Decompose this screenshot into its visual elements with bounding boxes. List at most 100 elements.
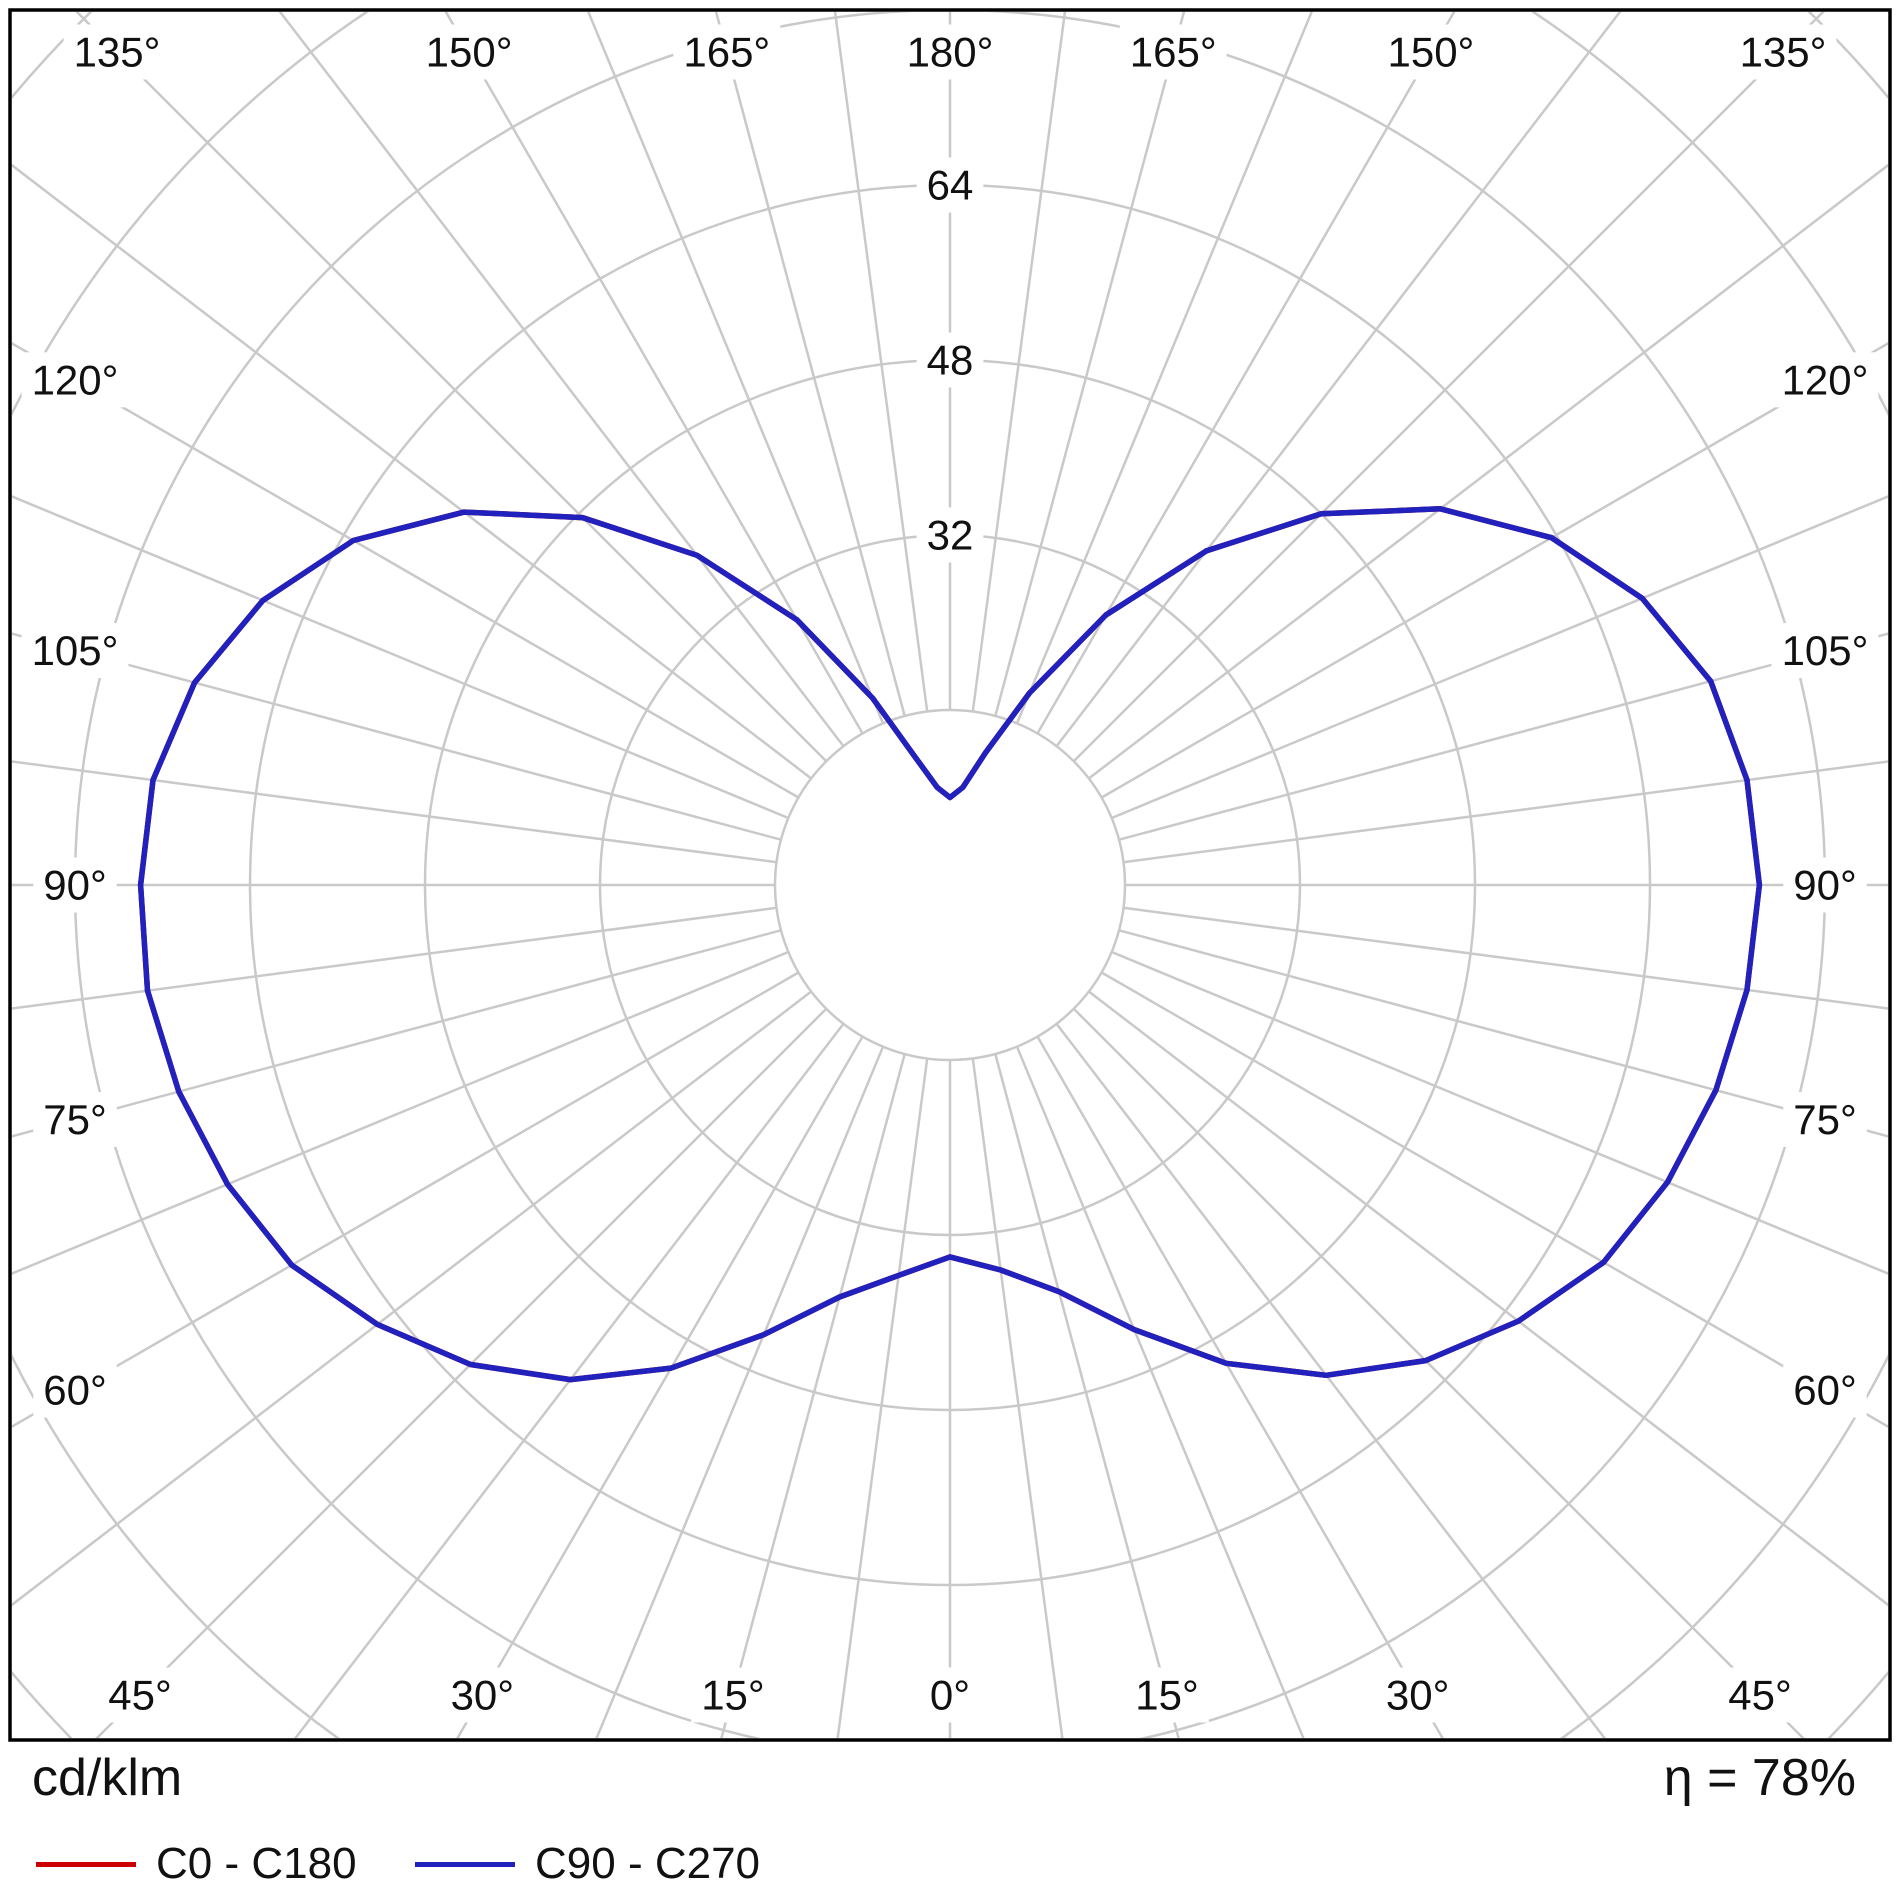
angle-label: 165°: [683, 29, 770, 76]
angle-label: 165°: [1130, 29, 1217, 76]
polar-spoke: [587, 12, 885, 724]
angle-label-bg: [1125, 1667, 1209, 1723]
polar-spoke: [1036, 12, 1456, 735]
ring-label-bg: [916, 332, 984, 388]
legend-item-c90-c270: C90 - C270: [415, 1838, 760, 1890]
polar-spoke: [12, 495, 789, 820]
angle-label: 135°: [1740, 29, 1827, 76]
angle-label-bg: [1375, 1667, 1460, 1723]
ring-label-bg: [916, 507, 984, 563]
polar-spoke: [293, 1023, 845, 1738]
polar-spoke: [994, 1053, 1180, 1738]
angle-label-bg: [33, 857, 117, 913]
angle-label: 30°: [451, 1672, 515, 1719]
angle-label: 0°: [930, 1672, 970, 1719]
angle-label: 45°: [1728, 1672, 1792, 1719]
c90-c270-curve: [137, 506, 1763, 1383]
angle-label: 150°: [1387, 29, 1474, 76]
polar-spoke: [1088, 990, 1888, 1607]
polar-spoke: [595, 1046, 885, 1738]
angle-label: 120°: [1782, 356, 1869, 403]
polar-spoke: [1100, 971, 1888, 1429]
ring-label: 32: [927, 512, 974, 559]
curves: [137, 506, 1763, 1383]
polar-spoke: [12, 906, 777, 1010]
legend-item-c0-c180: C0 - C180: [36, 1838, 357, 1890]
polar-spoke: [456, 1035, 864, 1738]
angle-label: 75°: [43, 1096, 107, 1143]
polar-spoke: [12, 341, 800, 799]
legend-label-c0-c180: C0 - C180: [156, 1839, 357, 1888]
polar-spoke: [720, 1053, 906, 1738]
angle-label-bg: [1718, 1667, 1802, 1723]
angle-label-bg: [33, 1091, 117, 1147]
polar-spoke: [714, 12, 906, 717]
angle-label-bg: [21, 623, 129, 679]
angle-label-bg: [1771, 352, 1879, 408]
polar-spoke: [1055, 12, 1622, 747]
angle-label: 60°: [1793, 1367, 1857, 1414]
polar-ring: [773, 708, 1127, 1062]
polar-spoke: [1118, 632, 1888, 841]
polar-spoke: [278, 12, 845, 747]
angle-label-bg: [1783, 1091, 1867, 1147]
polar-spoke: [12, 929, 782, 1138]
angle-label: 150°: [426, 29, 513, 76]
angle-label-bg: [919, 1667, 981, 1723]
ring-label: 48: [927, 337, 974, 384]
angle-label-bg: [21, 352, 129, 408]
angle-label-bg: [1119, 24, 1227, 80]
polar-spoke: [95, 1007, 828, 1738]
polar-spoke: [12, 760, 777, 864]
polar-spoke: [1123, 760, 1888, 864]
angle-label: 120°: [32, 356, 119, 403]
angle-label-bg: [1377, 24, 1485, 80]
polar-spoke: [1111, 950, 1888, 1275]
angle-label-bg: [1729, 24, 1837, 80]
polar-spoke: [1015, 1046, 1305, 1738]
polar-spoke: [444, 12, 864, 735]
polar-spoke: [1088, 163, 1888, 780]
polar-spoke: [1123, 906, 1888, 1010]
angle-label-bg: [691, 1667, 775, 1723]
polar-spoke: [1111, 495, 1888, 820]
polar-spoke: [12, 632, 782, 841]
angle-label: 30°: [1386, 1672, 1450, 1719]
polar-spoke: [833, 12, 929, 712]
polar-spoke: [1036, 1035, 1444, 1738]
unit-label: cd/klm: [32, 1749, 183, 1807]
polar-spoke: [1072, 1007, 1805, 1738]
angle-label: 15°: [1135, 1672, 1199, 1719]
angle-label: 45°: [108, 1672, 172, 1719]
ring-label-bg: [916, 157, 984, 213]
angle-label-bg: [33, 1362, 117, 1418]
angle-label-bg: [896, 24, 1004, 80]
angle-label-bg: [1771, 623, 1879, 679]
polar-spoke: [75, 12, 828, 763]
angle-label: 60°: [43, 1367, 107, 1414]
polar-spoke: [12, 990, 812, 1607]
polar-spoke: [1100, 341, 1888, 799]
polar-spoke: [12, 950, 789, 1275]
polar-spoke: [1015, 12, 1313, 724]
angle-label-bg: [98, 1667, 182, 1723]
polar-spoke: [12, 163, 812, 780]
c0-c180-color-line: [36, 1861, 136, 1867]
angle-label-bg: [440, 1667, 525, 1723]
angle-label: 75°: [1793, 1096, 1857, 1143]
angle-label-bg: [415, 24, 523, 80]
angle-label-bg: [673, 24, 781, 80]
polar-spoke: [12, 971, 800, 1429]
c90-c270-color-line: [415, 1861, 515, 1867]
polar-spoke: [971, 12, 1067, 712]
polar-spoke: [971, 1058, 1064, 1738]
legend-label-c90-c270: C90 - C270: [535, 1839, 761, 1888]
polar-spoke: [1055, 1023, 1607, 1738]
angle-label: 135°: [74, 29, 161, 76]
efficiency-label: η = 78%: [1663, 1749, 1856, 1807]
angle-label-bg: [1783, 1362, 1867, 1418]
angle-label: 105°: [32, 627, 119, 674]
polar-spoke: [1118, 929, 1888, 1138]
